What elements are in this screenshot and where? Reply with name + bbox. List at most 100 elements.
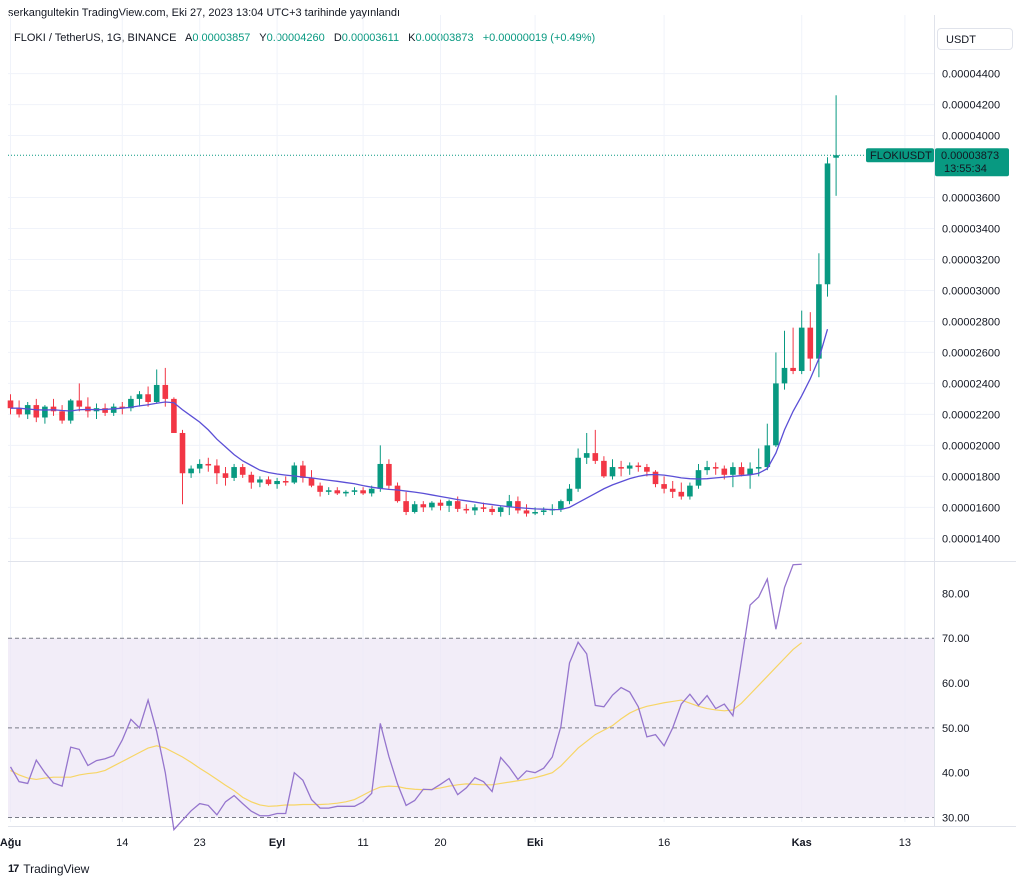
candle-body <box>76 400 83 407</box>
candle <box>773 352 779 447</box>
candle-body <box>472 507 478 511</box>
rsi-axis-label: 70.00 <box>942 633 970 645</box>
candle <box>437 499 444 511</box>
candle <box>59 405 65 424</box>
candle <box>136 391 143 407</box>
candle-body <box>506 501 513 508</box>
price-axis-label: 0.00003000 <box>942 285 1000 297</box>
candle-body <box>24 405 31 415</box>
candle-body <box>515 501 521 511</box>
candle-body <box>678 491 685 497</box>
price-tag-value: 0.00003873 <box>941 150 999 162</box>
candle-body <box>317 485 323 492</box>
candle-body <box>171 398 177 433</box>
price-axis-label: 0.00002800 <box>942 316 1000 328</box>
candle <box>188 465 194 478</box>
candle-body <box>42 406 48 418</box>
x-tick-label: Ağu <box>0 837 21 849</box>
candle <box>687 482 693 500</box>
candle <box>790 327 796 375</box>
symbol-name[interactable]: FLOKI / TetherUS, 1G, BINANCE <box>14 32 177 44</box>
candle-body <box>669 488 676 492</box>
rsi-axis-label: 80.00 <box>942 588 970 600</box>
candle <box>50 398 57 416</box>
candle-body <box>231 467 237 478</box>
open-value: 0.00003857 <box>192 32 251 44</box>
candle <box>343 490 349 497</box>
rsi-ma-polyline <box>10 642 803 807</box>
candle <box>24 401 31 420</box>
candle-body <box>188 468 194 474</box>
open-label: A <box>184 32 193 44</box>
x-tick-label: 23 <box>194 837 206 849</box>
candle-body <box>394 485 401 502</box>
price-axis-label: 0.00001600 <box>942 502 1000 514</box>
candle <box>506 494 513 516</box>
candle <box>16 400 22 418</box>
candle <box>179 429 186 505</box>
candle-body <box>7 400 14 409</box>
candle-body <box>300 465 306 478</box>
candle-body <box>489 508 495 512</box>
price-axis-label: 0.00002600 <box>942 347 1000 359</box>
candle <box>618 460 624 477</box>
candle <box>196 459 203 474</box>
candle <box>145 386 151 407</box>
candle-body <box>781 367 788 384</box>
price-axis-label: 0.00003400 <box>942 223 1000 235</box>
candle-body <box>730 467 736 475</box>
x-tick-label: 13 <box>899 837 911 849</box>
candle <box>738 462 745 477</box>
candle-body <box>463 508 470 511</box>
candle <box>231 463 237 481</box>
candle <box>781 330 788 390</box>
candle-body <box>403 501 409 512</box>
candle <box>394 482 401 503</box>
candle-body <box>790 367 796 372</box>
candle-body <box>747 468 753 475</box>
candle-body <box>257 479 263 483</box>
candle-body <box>136 394 143 399</box>
candle <box>76 383 83 412</box>
candle-body <box>429 502 435 508</box>
candle <box>472 504 478 516</box>
rsi-band <box>8 637 934 819</box>
candle-body <box>308 477 315 486</box>
currency-selector-button[interactable]: USDT <box>937 28 1013 50</box>
high-label: Y <box>259 32 267 44</box>
price-axis-label: 0.00004400 <box>942 69 1000 81</box>
candle-body <box>764 445 771 468</box>
candle <box>523 504 530 517</box>
candle <box>351 487 358 495</box>
candle-body <box>102 408 108 413</box>
candle <box>403 491 409 516</box>
candle-body <box>16 408 22 415</box>
candle-body <box>128 398 134 409</box>
candle <box>489 505 495 516</box>
candle <box>678 482 685 500</box>
candle <box>480 502 487 512</box>
tradingview-logo[interactable]: 17 TradingView <box>8 862 89 876</box>
candle <box>833 95 839 196</box>
price-axis-label: 0.00001400 <box>942 533 1000 545</box>
candle <box>583 432 590 464</box>
candle-body <box>558 501 564 509</box>
candle <box>420 501 427 512</box>
candle <box>265 476 272 486</box>
candle-body <box>626 465 633 469</box>
close-value: 0.00003873 <box>415 32 474 44</box>
ma-polyline <box>10 329 829 511</box>
candle-body <box>222 473 229 478</box>
candle-body <box>59 411 65 421</box>
candle-body <box>454 501 461 509</box>
price-axis-label: 0.00002400 <box>942 378 1000 390</box>
chart-axes: Ağu 14 23 Eyl 11 20 Eki 16 Kas 13 0.00004400 0.0000… <box>0 69 1000 849</box>
candle-body <box>110 406 117 413</box>
candle <box>386 459 392 489</box>
candle-body <box>248 474 255 483</box>
candle <box>609 459 616 480</box>
x-tick-label: Kas <box>792 837 812 849</box>
candle <box>257 476 263 488</box>
rsi-line <box>9 563 803 832</box>
